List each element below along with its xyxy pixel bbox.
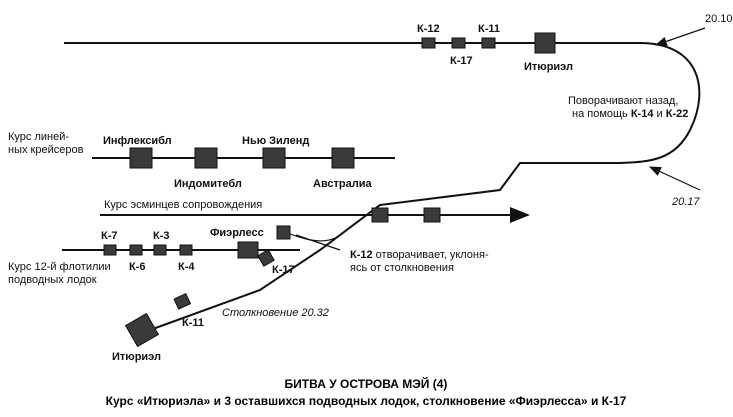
label-k7: К-7 bbox=[101, 230, 118, 242]
destroyer-2 bbox=[423, 207, 441, 223]
caption-subtitle: Курс «Итюриэла» и 3 оставшихся подводных… bbox=[106, 394, 627, 408]
ship-k11-top bbox=[481, 37, 496, 49]
label-collision-time: Столкновение 20.32 bbox=[222, 307, 329, 319]
label-ithuriel-bottom: Итюриэл bbox=[112, 351, 161, 363]
ship-new-zealand bbox=[262, 147, 286, 169]
ship-fearless bbox=[237, 241, 259, 259]
note-turn-line2: на помощь К-14 и К-22 bbox=[572, 108, 688, 120]
ship-australia bbox=[331, 147, 355, 169]
label-k4: К-4 bbox=[178, 261, 195, 273]
label-inflexible: Инфлексибл bbox=[103, 135, 172, 147]
caption-title: БИТВА У ОСТРОВА МЭЙ (4) bbox=[285, 376, 448, 391]
destroyer-1 bbox=[371, 207, 389, 223]
time-20-10: 20.10 bbox=[705, 13, 733, 25]
time-20-17: 20.17 bbox=[671, 196, 700, 208]
course-flotilla-line2: подводных лодок bbox=[8, 274, 97, 286]
ithuriel-top-track bbox=[64, 42, 701, 331]
ship-k4 bbox=[179, 244, 193, 256]
ship-ithuriel-bottom bbox=[124, 312, 160, 348]
ship-k11-bottom bbox=[173, 292, 192, 310]
ship-inflexible bbox=[129, 147, 153, 169]
course-destroyers: Курс эсминцев сопровождения bbox=[104, 199, 262, 211]
ship-k17-collision bbox=[257, 249, 275, 267]
label-ithuriel-top: Итюриэл bbox=[524, 61, 573, 73]
note-k12-line2: ясь от столкновения bbox=[350, 262, 454, 274]
ship-k17-top bbox=[451, 37, 466, 49]
arrow-20-17 bbox=[648, 166, 701, 191]
k12-note-pointer bbox=[295, 234, 341, 251]
arrow-20-10 bbox=[654, 27, 706, 46]
label-new-zealand: Нью Зиленд bbox=[242, 135, 309, 147]
label-k11-bottom: К-11 bbox=[182, 317, 204, 329]
ship-ithuriel-top bbox=[534, 32, 556, 54]
label-k17-collision: К-17 bbox=[272, 264, 295, 276]
ship-k12-top bbox=[421, 37, 436, 49]
label-k17-top: К-17 bbox=[450, 55, 473, 67]
label-australia: Австралиа bbox=[313, 178, 373, 190]
ship-k12-swerve bbox=[276, 225, 291, 240]
label-k6: К-6 bbox=[129, 261, 146, 273]
course-flotilla-line1: Курс 12-й флотилии bbox=[8, 261, 111, 273]
label-k12-top: К-12 bbox=[417, 23, 440, 35]
label-k11-top: К-11 bbox=[478, 23, 500, 35]
label-k3: К-3 bbox=[153, 230, 170, 242]
course-cruisers-line1: Курс линей- bbox=[8, 131, 69, 143]
course-cruisers-line2: ных крейсеров bbox=[8, 144, 84, 156]
ship-k6 bbox=[129, 244, 143, 256]
ship-k7 bbox=[103, 244, 117, 256]
note-k12-line1: К-12 отворачивает, уклоня- bbox=[350, 249, 489, 261]
label-fearless: Фиэрлесс bbox=[210, 227, 264, 239]
label-indomitable: Индомитебл bbox=[174, 178, 242, 190]
ship-indomitable bbox=[194, 147, 218, 169]
note-turn-line1: Поворачивают назад, bbox=[568, 95, 678, 107]
ship-k3 bbox=[153, 244, 167, 256]
